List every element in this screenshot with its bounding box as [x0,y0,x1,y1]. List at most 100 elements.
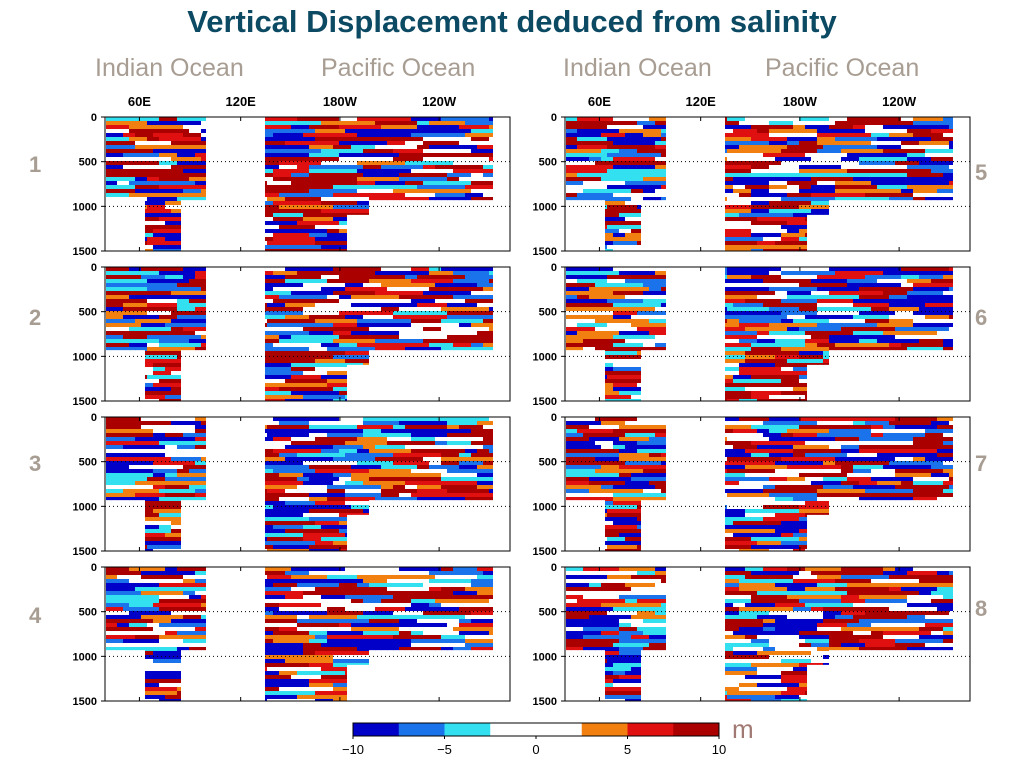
field-cell [327,395,334,400]
field-cell [285,225,292,230]
field-cell [111,421,118,426]
field-cell [453,275,460,280]
field-cell [309,315,316,320]
field-cell [471,161,478,166]
field-cell [153,173,160,178]
field-cell [315,311,322,316]
field-cell [309,271,316,276]
field-cell [459,161,466,166]
field-cell [279,359,286,364]
field-cell [393,129,400,134]
field-cell [477,145,484,150]
field-cell [399,295,406,300]
field-cell [375,327,382,332]
field-cell [165,351,172,356]
field-cell [429,125,436,130]
field-cell [111,307,118,312]
field-cell [177,327,184,332]
field-cell [333,371,340,376]
field-cell [489,197,493,202]
field-cell [147,433,154,438]
field-cell [195,323,202,328]
field-cell [453,343,460,348]
field-cell [267,355,274,360]
field-cell [423,145,430,150]
field-cell [369,319,376,324]
field-cell [183,193,190,198]
field-cell [339,165,346,170]
field-cell [297,287,304,292]
field-cell [393,299,400,304]
field-cell [165,279,172,284]
field-cell [267,173,274,178]
field-cell [195,161,202,166]
field-cell [393,189,400,194]
field-cell [357,121,364,126]
field-cell [291,221,298,226]
field-cell [471,425,478,430]
field-cell [381,283,388,288]
field-cell [327,189,334,194]
field-cell [315,319,322,324]
field-cell [183,323,190,328]
field-cell [339,311,346,316]
field-cell [471,299,478,304]
field-cell [483,417,490,422]
field-cell [369,117,376,122]
field-cell [333,319,340,324]
field-cell [153,225,160,230]
field-cell [375,339,382,344]
field-cell [183,169,190,174]
field-cell [327,185,334,190]
field-cell [297,327,304,332]
field-cell [429,161,436,166]
field-cell [399,311,406,316]
field-cell [195,267,202,272]
field-cell [387,173,394,178]
field-cell [153,399,160,401]
field-cell [129,307,136,312]
field-cell [489,125,493,130]
field-cell [459,267,466,272]
field-cell [429,157,436,162]
field-cell [423,429,430,434]
field-cell [291,121,298,126]
field-cell [315,181,322,186]
field-cell [285,133,292,138]
field-cell [201,189,208,194]
field-cell [393,287,400,292]
field-cell [447,193,454,198]
field-cell [273,433,280,438]
field-cell [465,339,472,344]
field-cell [171,331,178,336]
field-cell [327,165,334,170]
field-cell [435,177,442,182]
field-cell [201,425,208,430]
field-cell [171,233,178,238]
field-cell [177,241,184,246]
field-cell [309,283,316,288]
field-cell [153,343,160,348]
field-cell [309,153,316,158]
field-cell [183,181,190,186]
field-cell [447,181,454,186]
field-cell [159,399,166,401]
field-cell [177,125,184,130]
field-cell [285,425,292,430]
field-cell [429,429,436,434]
field-cell [201,161,208,166]
field-cell [327,141,334,146]
field-cell [321,245,328,250]
field-cell [483,299,490,304]
field-cell [183,157,190,162]
field-cell [153,137,160,142]
field-cell [393,343,400,348]
field-cell [447,283,454,288]
field-cell [315,291,322,296]
field-cell [375,323,382,328]
field-cell [159,417,166,422]
field-cell [303,129,310,134]
field-cell [327,331,334,336]
field-cell [339,283,346,288]
field-cell [489,331,493,336]
